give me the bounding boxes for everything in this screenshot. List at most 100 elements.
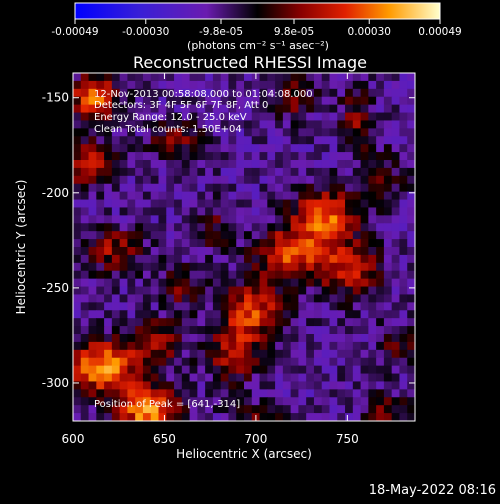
heatmap-cell: [220, 215, 230, 224]
heatmap-cell: [111, 183, 121, 193]
heatmap-cell: [181, 262, 191, 272]
heatmap-cell: [88, 104, 97, 114]
heatmap-cell: [244, 286, 253, 296]
heatmap-cell: [236, 144, 245, 153]
heatmap-cell: [352, 405, 362, 414]
heatmap-cell: [174, 144, 183, 153]
heatmap-cell: [407, 175, 415, 185]
heatmap-cell: [166, 88, 175, 98]
heatmap-cell: [368, 286, 377, 296]
heatmap-cell: [275, 294, 284, 303]
heatmap-cell: [104, 223, 113, 232]
heatmap-cell: [275, 112, 284, 122]
heatmap-cell: [158, 326, 167, 335]
heatmap-cell: [73, 120, 82, 129]
heatmap-cell: [251, 270, 261, 280]
heatmap-cell: [259, 397, 268, 406]
heatmap-cell: [150, 373, 160, 383]
heatmap-cell: [321, 152, 331, 161]
heatmap-cell: [407, 373, 415, 383]
heatmap-cell: [189, 215, 198, 224]
heatmap-cell: [244, 80, 253, 90]
heatmap-cell: [73, 389, 82, 398]
heatmap-cell: [306, 104, 315, 114]
heatmap-cell: [220, 405, 230, 414]
heatmap-cell: [391, 88, 401, 98]
heatmap-cell: [259, 365, 268, 375]
heatmap-cell: [236, 341, 245, 351]
heatmap-cell: [329, 199, 338, 209]
heatmap-cell: [399, 104, 408, 114]
heatmap-cell: [329, 262, 338, 272]
heatmap-cell: [313, 310, 323, 319]
heatmap-cell: [189, 310, 198, 319]
heatmap-cell: [127, 112, 136, 122]
heatmap-cell: [80, 191, 90, 201]
heatmap-cell: [104, 207, 113, 216]
heatmap-cell: [96, 318, 105, 327]
heatmap-cell: [251, 302, 261, 311]
heatmap-cell: [251, 199, 261, 209]
heatmap-cell: [96, 286, 105, 296]
heatmap-cell: [135, 136, 144, 145]
heatmap-cell: [282, 152, 292, 161]
heatmap-cell: [150, 413, 160, 421]
heatmap-cell: [189, 262, 198, 272]
heatmap-cell: [142, 294, 152, 303]
heatmap-cell: [73, 239, 82, 248]
heatmap-cell: [205, 365, 214, 375]
heatmap-cell: [73, 144, 82, 153]
heatmap-cell: [119, 310, 129, 319]
heatmap-cell: [383, 389, 393, 398]
heatmap-cell: [73, 215, 82, 224]
heatmap-cell: [96, 207, 105, 216]
heatmap-cell: [212, 254, 222, 264]
heatmap-cell: [298, 373, 307, 383]
heatmap-cell: [298, 310, 307, 319]
heatmap-cell: [345, 373, 354, 383]
heatmap-cell: [150, 286, 160, 296]
heatmap-cell: [360, 207, 369, 216]
heatmap-cell: [135, 341, 144, 351]
heatmap-cell: [197, 389, 206, 398]
x-axis-label: Heliocentric X (arcsec): [176, 447, 312, 461]
heatmap-cell: [368, 167, 377, 177]
heatmap-cell: [337, 413, 346, 421]
heatmap-cell: [313, 207, 323, 216]
heatmap-cell: [197, 231, 206, 240]
heatmap-cell: [399, 207, 408, 216]
heatmap-cell: [189, 389, 198, 398]
heatmap-cell: [73, 231, 82, 240]
heatmap-cell: [282, 310, 292, 319]
heatmap-cell: [236, 270, 245, 280]
heatmap-cell: [181, 215, 191, 224]
heatmap-cell: [267, 262, 276, 272]
heatmap-cell: [345, 318, 354, 327]
heatmap-cell: [383, 262, 393, 272]
heatmap-cell: [376, 278, 385, 288]
heatmap-cell: [119, 294, 129, 303]
heatmap-cell: [205, 167, 214, 177]
heatmap-cell: [391, 389, 401, 398]
heatmap-cell: [174, 223, 183, 232]
heatmap-cell: [275, 341, 284, 351]
heatmap-cell: [104, 128, 113, 137]
heatmap-cell: [352, 136, 362, 145]
heatmap-cell: [236, 373, 245, 383]
heatmap-cell: [329, 112, 338, 122]
heatmap-cell: [104, 302, 113, 311]
heatmap-cell: [244, 104, 253, 114]
heatmap-cell: [135, 183, 144, 193]
heatmap-cell: [376, 160, 385, 169]
heatmap-cell: [345, 136, 354, 145]
heatmap-cell: [166, 80, 175, 90]
heatmap-cell: [267, 286, 276, 296]
heatmap-cell: [360, 160, 369, 169]
heatmap-cell: [236, 278, 245, 288]
colorbar-tick-label: -0.00030: [122, 26, 169, 38]
heatmap-cell: [282, 413, 292, 421]
heatmap-cell: [158, 254, 167, 264]
heatmap-cell: [352, 199, 362, 209]
heatmap-cell: [313, 215, 323, 224]
heatmap-cell: [228, 136, 237, 145]
